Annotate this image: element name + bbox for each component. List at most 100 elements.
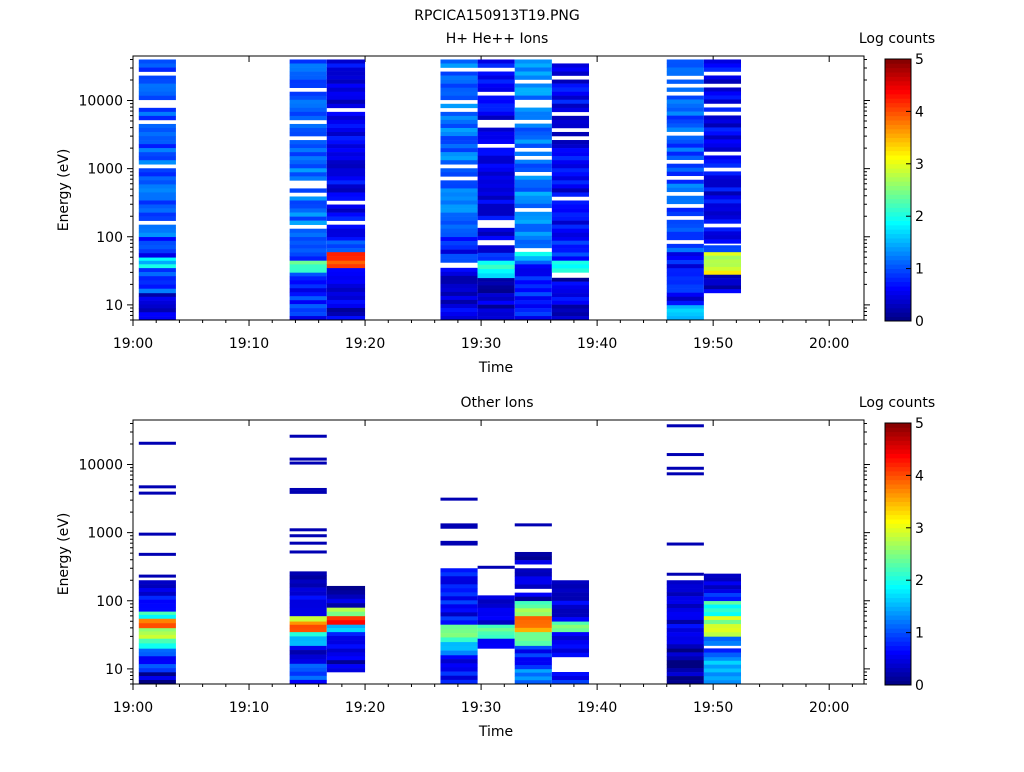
data-cell (514, 175, 552, 181)
colorbar-swatch (885, 532, 911, 537)
colorbar-swatch (885, 479, 911, 485)
y-axis-label: Energy (eV) (56, 513, 72, 596)
data-cell (514, 264, 552, 269)
data-cell (514, 71, 552, 76)
colorbar-tick-label: 4 (915, 104, 924, 120)
colorbar-label: Log counts (859, 31, 935, 47)
data-cell (514, 179, 552, 185)
isolated-count-line (440, 523, 478, 527)
data-cell (477, 624, 515, 629)
isolated-count-line (666, 542, 704, 546)
data-cell (477, 207, 515, 213)
panel-title: H+ He++ Ions (446, 31, 549, 47)
data-cell (666, 668, 704, 673)
data-cell (326, 208, 366, 213)
data-cell (703, 672, 742, 677)
data-cell (326, 232, 366, 238)
colorbar-swatch (885, 203, 911, 208)
data-cell (138, 184, 176, 189)
data-cell (289, 304, 327, 309)
data-cell (289, 111, 327, 117)
data-cell (703, 648, 742, 653)
data-cell (326, 63, 366, 68)
data-cell (703, 203, 742, 208)
data-cell (703, 573, 742, 578)
data-cell (326, 204, 366, 209)
data-cell (326, 71, 366, 76)
data-cell (138, 264, 176, 269)
colorbar-swatch (885, 163, 911, 169)
data-cell (289, 148, 327, 153)
data-cell (289, 176, 327, 181)
data-cell (326, 216, 366, 221)
data-cell (703, 676, 742, 681)
data-cell (514, 151, 552, 156)
data-cell (477, 183, 515, 189)
data-cell (514, 235, 552, 241)
colorbar-swatch (885, 423, 911, 428)
colorbar-swatch (885, 277, 911, 283)
data-cell (440, 148, 478, 153)
data-cell (138, 188, 176, 193)
data-cell (326, 251, 366, 257)
data-cell (514, 680, 552, 685)
colorbar-swatch (885, 93, 911, 99)
data-cell (666, 95, 704, 100)
data-cell (440, 283, 478, 289)
data-cell (289, 240, 327, 245)
data-cell (326, 664, 366, 669)
data-cell (514, 260, 552, 265)
data-cell (703, 199, 742, 204)
data-cell (326, 652, 366, 657)
data-cell (326, 115, 366, 121)
data-cell (440, 228, 478, 234)
data-cell (514, 316, 552, 321)
data-cell (703, 215, 742, 220)
data-cell (477, 281, 515, 286)
data-cell (551, 99, 589, 105)
data-cell (703, 274, 742, 279)
data-cell (289, 212, 327, 217)
data-cell (138, 267, 176, 273)
data-cell (440, 144, 478, 149)
data-cell (440, 95, 478, 101)
data-cell (138, 591, 176, 597)
data-cell (666, 119, 704, 124)
data-cell (138, 95, 176, 101)
data-cell (138, 200, 176, 205)
data-cell (477, 249, 515, 254)
panel-h-he-ions: H+ He++ Ions Log counts Time Energy (eV)… (56, 31, 935, 376)
data-cell (326, 103, 366, 109)
isolated-count-line (440, 497, 478, 501)
data-cell (703, 619, 742, 625)
colorbar-tick-label: 2 (915, 573, 924, 589)
data-cell (326, 283, 366, 289)
data-cell (514, 251, 552, 257)
data-cell (514, 199, 552, 205)
data-cell (440, 241, 478, 246)
colorbar-swatch (885, 654, 911, 660)
data-cell (138, 212, 176, 217)
data-cell (551, 652, 589, 658)
colorbar-swatch (885, 641, 911, 647)
data-cell (514, 227, 552, 233)
data-cell (138, 607, 176, 612)
data-cell (514, 636, 552, 642)
data-cell (289, 288, 327, 293)
data-cell (289, 591, 327, 596)
spectrogram-column (551, 63, 589, 321)
data-cell (666, 231, 704, 237)
data-cell (666, 199, 704, 205)
data-cell (326, 123, 366, 129)
data-cell (138, 660, 176, 665)
data-cell (289, 99, 327, 105)
colorbar-swatch (885, 615, 911, 620)
data-cell (289, 152, 327, 157)
data-cell (666, 171, 704, 177)
isolated-count-line (289, 550, 327, 554)
data-cell (666, 580, 704, 585)
data-cell (551, 264, 589, 269)
data-cell (326, 585, 366, 591)
data-cell (440, 152, 478, 157)
y-tick-label: 10000 (78, 458, 123, 474)
